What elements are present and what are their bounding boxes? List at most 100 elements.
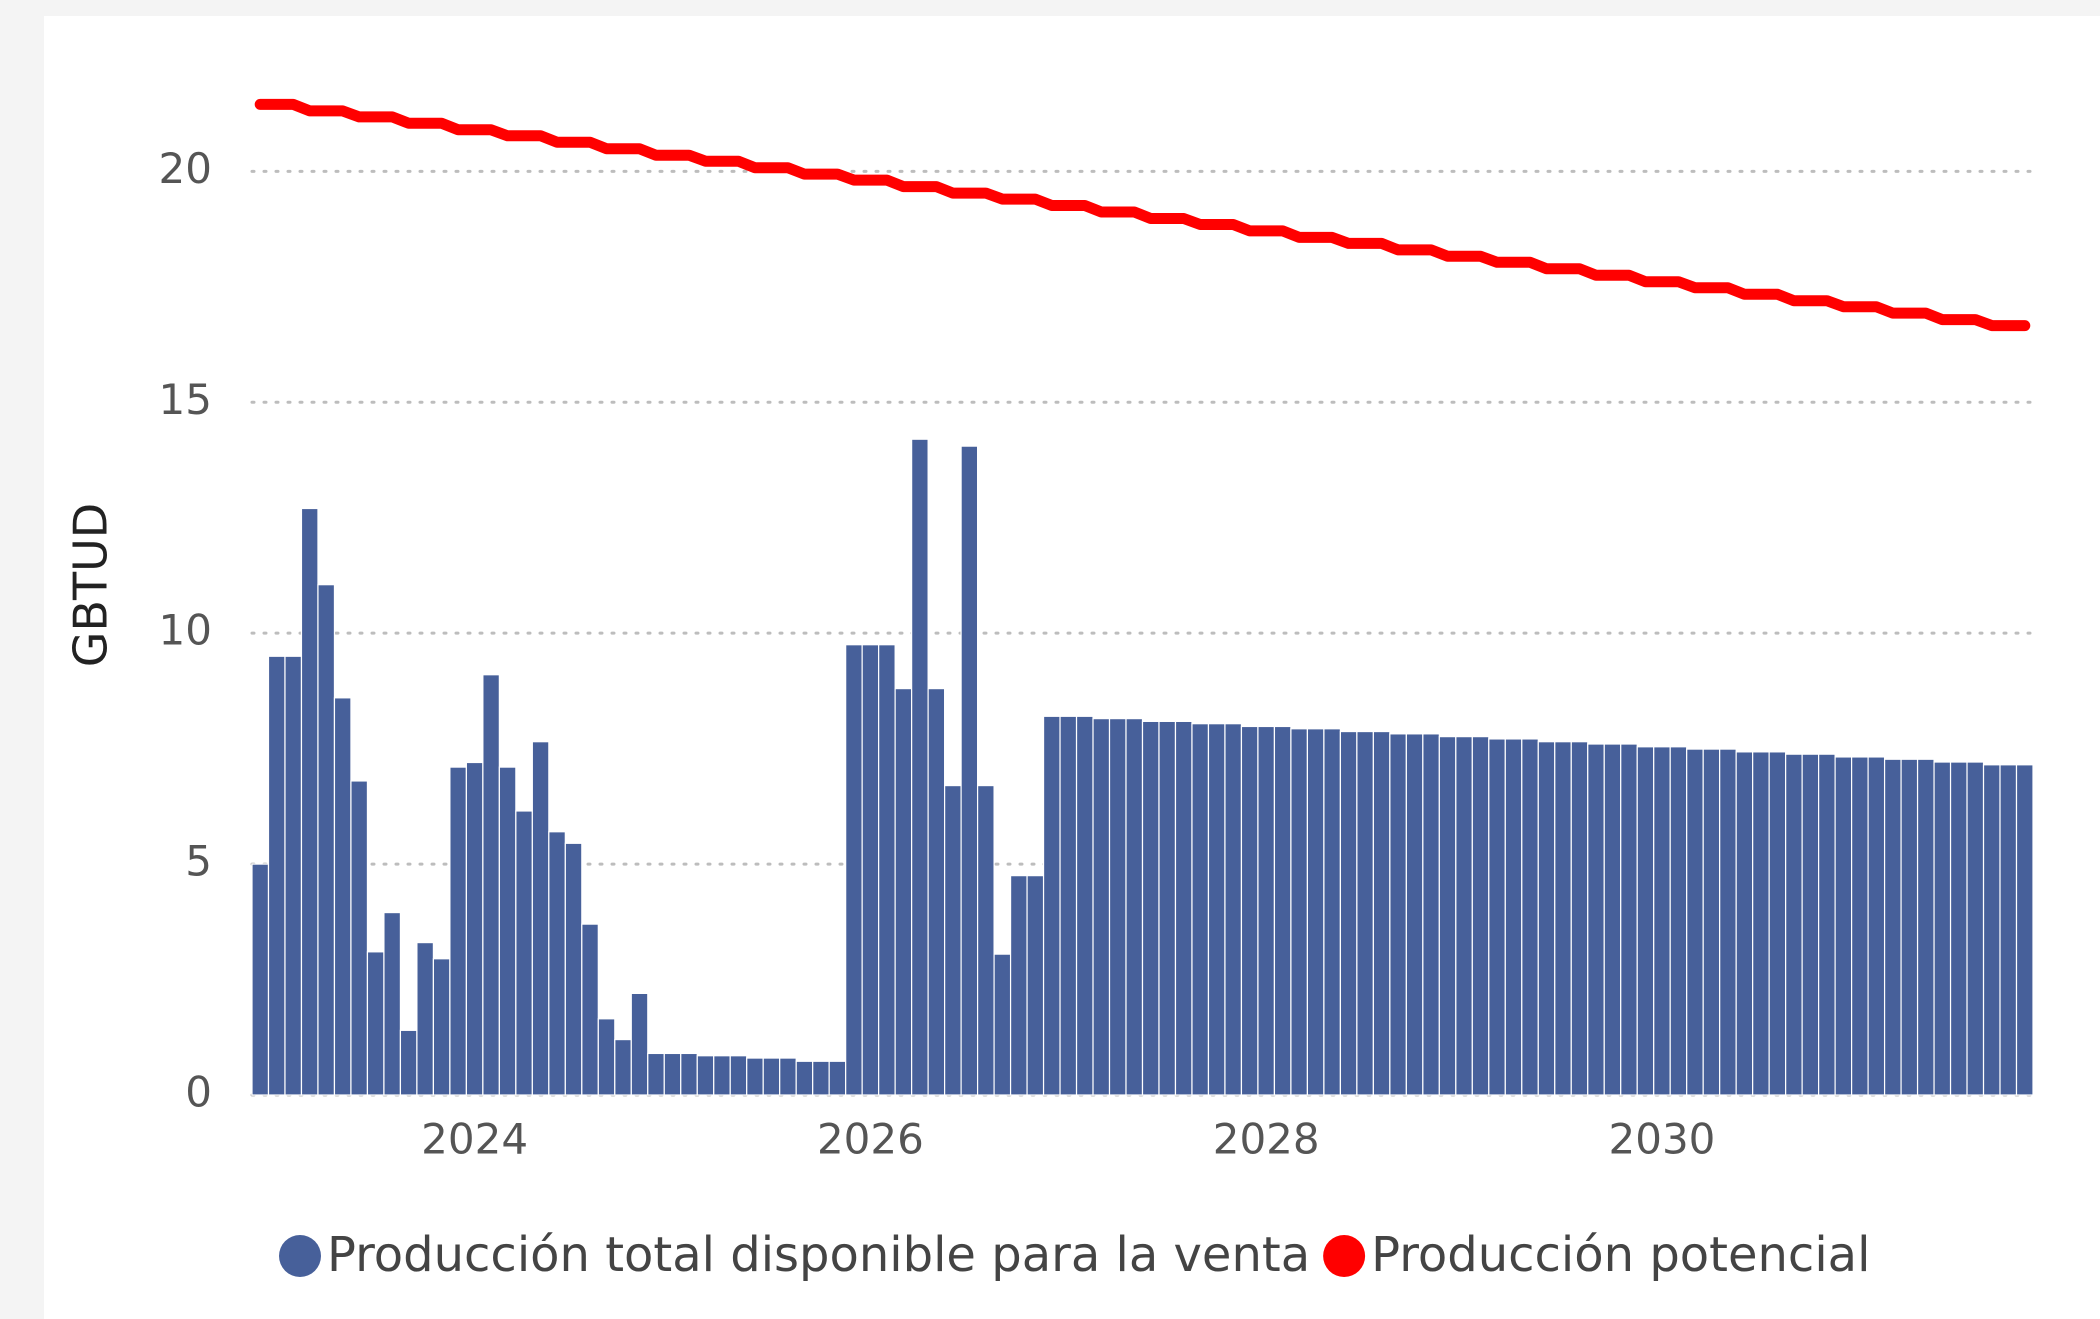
bar xyxy=(1389,733,1407,1096)
bar xyxy=(1537,741,1556,1096)
y-tick-label: 5 xyxy=(185,837,212,886)
bar xyxy=(1438,736,1457,1096)
bar xyxy=(1323,728,1341,1096)
bar xyxy=(1207,723,1226,1096)
bar xyxy=(696,1055,715,1096)
bar xyxy=(366,951,385,1096)
bar xyxy=(894,687,913,1096)
bar xyxy=(1141,720,1160,1096)
bar xyxy=(1669,746,1688,1096)
x-tick-label: 2026 xyxy=(817,1115,924,1164)
bar xyxy=(1372,730,1391,1096)
bar xyxy=(680,1052,698,1096)
legend-label: Producción total disponible para la vent… xyxy=(327,1227,1310,1283)
bar xyxy=(1009,875,1028,1096)
bar xyxy=(647,1052,665,1096)
bar xyxy=(927,687,946,1096)
bar xyxy=(1108,718,1127,1096)
bar xyxy=(812,1060,830,1096)
bar xyxy=(1686,748,1704,1096)
bar xyxy=(878,644,896,1096)
bar xyxy=(432,958,451,1096)
bar xyxy=(1900,758,1919,1096)
bar xyxy=(614,1038,632,1096)
bar xyxy=(1949,761,1968,1096)
bar xyxy=(1488,738,1506,1096)
bar xyxy=(1471,736,1490,1096)
x-tick-label: 2024 xyxy=(421,1115,528,1164)
bar xyxy=(267,655,286,1096)
bar xyxy=(729,1055,748,1096)
y-tick-label: 20 xyxy=(159,144,212,193)
bar xyxy=(663,1052,682,1096)
bar xyxy=(1174,720,1193,1096)
y-tick-label: 15 xyxy=(159,375,212,424)
bar xyxy=(1422,733,1440,1096)
bar xyxy=(1636,746,1655,1096)
bar xyxy=(1982,764,2001,1096)
legend-marker xyxy=(279,1235,321,1277)
bar xyxy=(993,953,1012,1096)
bar xyxy=(350,780,369,1096)
bar xyxy=(1191,723,1210,1096)
bar xyxy=(1290,728,1309,1096)
bar xyxy=(976,784,995,1096)
bar xyxy=(1504,738,1523,1096)
bar xyxy=(1883,758,1902,1096)
bar xyxy=(1933,761,1952,1096)
bar xyxy=(1768,751,1787,1096)
bar xyxy=(1818,753,1836,1096)
bar xyxy=(911,438,929,1096)
bar xyxy=(1702,748,1721,1096)
bar xyxy=(828,1060,847,1096)
bar xyxy=(383,911,402,1096)
y-axis-title: GBTUD xyxy=(64,503,118,667)
bar xyxy=(251,863,270,1096)
bar xyxy=(1587,743,1605,1096)
bar xyxy=(1125,718,1144,1096)
bar xyxy=(1834,756,1853,1096)
bar xyxy=(1306,728,1325,1096)
bar xyxy=(713,1055,731,1096)
bar xyxy=(482,674,500,1096)
x-tick-label: 2028 xyxy=(1213,1115,1320,1164)
bar xyxy=(1339,730,1358,1096)
bar xyxy=(317,584,336,1096)
bar xyxy=(1801,753,1820,1096)
card xyxy=(44,16,2100,1319)
bar xyxy=(1257,725,1276,1096)
bar xyxy=(1620,743,1638,1096)
bar xyxy=(1455,736,1473,1096)
bar xyxy=(1059,715,1078,1096)
bar xyxy=(944,784,962,1096)
bar xyxy=(762,1057,781,1096)
bar xyxy=(1026,875,1045,1096)
bar xyxy=(1092,718,1111,1096)
bar xyxy=(416,941,434,1096)
bar xyxy=(284,655,303,1096)
bar xyxy=(1867,756,1886,1096)
bar xyxy=(1042,715,1061,1096)
bar xyxy=(1966,761,1985,1096)
legend-marker xyxy=(1323,1235,1366,1277)
bar xyxy=(515,810,533,1096)
bar xyxy=(1851,756,1869,1096)
x-tick-label: 2030 xyxy=(1609,1115,1716,1164)
bar xyxy=(1570,741,1589,1096)
bar xyxy=(1785,753,1803,1096)
bar xyxy=(746,1057,764,1096)
bar xyxy=(1603,743,1622,1096)
bar xyxy=(465,761,484,1096)
bar xyxy=(1356,730,1374,1096)
bar xyxy=(333,697,352,1096)
bar xyxy=(498,766,517,1096)
bar xyxy=(531,741,550,1096)
bar xyxy=(845,644,863,1096)
bar xyxy=(795,1060,814,1096)
bar xyxy=(1405,733,1424,1096)
bar xyxy=(1240,725,1259,1096)
bar xyxy=(548,831,566,1096)
y-tick-label: 0 xyxy=(185,1068,212,1117)
